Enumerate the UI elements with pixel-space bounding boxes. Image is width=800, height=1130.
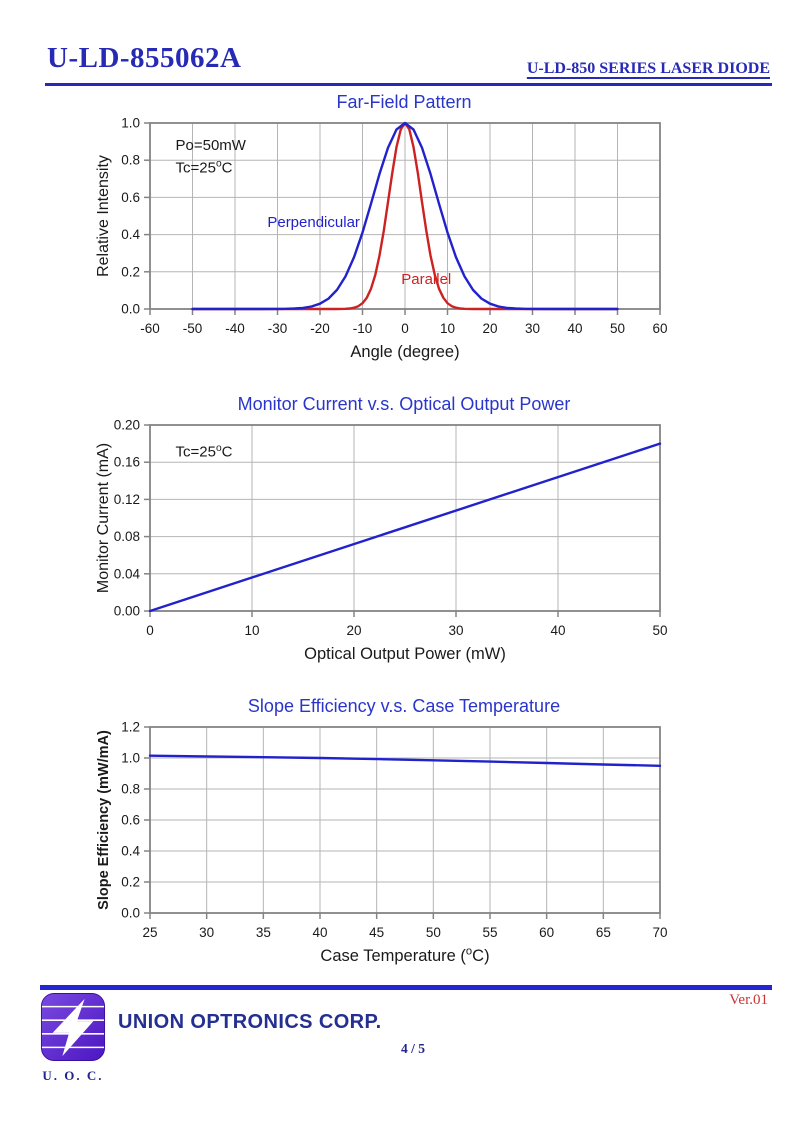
slope-efficiency-chart-title: Slope Efficiency v.s. Case Temperature bbox=[247, 696, 561, 716]
far-field-plot: -60 -50 -40 -30 -20 -10 0 10 20 30 40 50 60 0.0 0.2 0.4… bbox=[95, 116, 668, 362]
monitor-current-chart: Monitor Current v.s. Optical Output Powe… bbox=[86, 392, 722, 672]
company-logo: U. O. C. bbox=[38, 992, 108, 1084]
svg-text:40: 40 bbox=[312, 925, 327, 940]
svg-text:30: 30 bbox=[199, 925, 214, 940]
svg-text:-30: -30 bbox=[268, 321, 288, 336]
lightning-bolt-icon bbox=[40, 993, 106, 1061]
version-label: Ver.01 bbox=[729, 992, 768, 1008]
svg-text:40: 40 bbox=[567, 321, 582, 336]
svg-text:20: 20 bbox=[346, 623, 361, 638]
svg-text:50: 50 bbox=[426, 925, 441, 940]
svg-text:Angle (degree): Angle (degree) bbox=[350, 343, 459, 361]
svg-text:Po=50mW: Po=50mW bbox=[176, 137, 247, 154]
svg-text:50: 50 bbox=[652, 623, 667, 638]
svg-text:-40: -40 bbox=[225, 321, 245, 336]
svg-text:Optical Output Power (mW): Optical Output Power (mW) bbox=[304, 645, 506, 663]
svg-text:1.2: 1.2 bbox=[121, 720, 140, 735]
svg-text:20: 20 bbox=[482, 321, 497, 336]
product-code-title: U-LD-855062A bbox=[47, 42, 242, 74]
svg-text:Parallel: Parallel bbox=[401, 271, 451, 288]
svg-text:0.4: 0.4 bbox=[121, 844, 140, 859]
far-field-pattern-chart: Far-Field Pattern -60 -50 -40 -30 -20 -10 0 10 2… bbox=[86, 90, 722, 370]
svg-text:60: 60 bbox=[539, 925, 554, 940]
svg-text:30: 30 bbox=[525, 321, 540, 336]
svg-text:0.20: 0.20 bbox=[114, 418, 140, 433]
svg-text:0.12: 0.12 bbox=[114, 492, 140, 507]
svg-text:-60: -60 bbox=[140, 321, 160, 336]
svg-text:0.08: 0.08 bbox=[114, 529, 140, 544]
svg-text:45: 45 bbox=[369, 925, 384, 940]
svg-text:Case Temperature (oC): Case Temperature (oC) bbox=[320, 946, 489, 965]
svg-text:70: 70 bbox=[652, 925, 667, 940]
svg-text:Monitor Current (mA): Monitor Current (mA) bbox=[95, 443, 112, 593]
svg-text:0.8: 0.8 bbox=[121, 782, 140, 797]
slope-efficiency-plot: 25 30 35 40 45 50 55 60 65 70 0.0 0.2 0.4 0.6 0.8 1.0 1.… bbox=[96, 720, 668, 966]
logo-caption: U. O. C. bbox=[42, 1068, 104, 1083]
slope-efficiency-chart: Slope Efficiency v.s. Case Temperature 2… bbox=[86, 694, 722, 974]
svg-text:0.6: 0.6 bbox=[121, 190, 140, 205]
series-title: U-LD-850 SERIES LASER DIODE bbox=[526, 60, 770, 77]
svg-text:0.0: 0.0 bbox=[121, 906, 140, 921]
svg-text:Tc=25oC: Tc=25oC bbox=[176, 443, 233, 461]
svg-text:-10: -10 bbox=[353, 321, 373, 336]
monitor-current-plot: 0 10 20 30 40 50 0.00 0.04 0.08 0.12 0.16 0.20 Optic… bbox=[95, 418, 668, 664]
svg-text:30: 30 bbox=[448, 623, 463, 638]
svg-text:40: 40 bbox=[550, 623, 565, 638]
svg-text:50: 50 bbox=[610, 321, 625, 336]
svg-text:35: 35 bbox=[256, 925, 271, 940]
page-number: 4 / 5 bbox=[400, 1041, 425, 1056]
svg-text:0: 0 bbox=[146, 623, 154, 638]
svg-text:Tc=25oC: Tc=25oC bbox=[176, 159, 233, 177]
svg-text:-20: -20 bbox=[310, 321, 330, 336]
svg-text:1.0: 1.0 bbox=[121, 751, 140, 766]
svg-text:0.6: 0.6 bbox=[121, 813, 140, 828]
svg-text:60: 60 bbox=[652, 321, 667, 336]
svg-text:Slope Efficiency (mW/mA): Slope Efficiency (mW/mA) bbox=[96, 730, 112, 910]
svg-text:25: 25 bbox=[142, 925, 157, 940]
svg-text:0.4: 0.4 bbox=[121, 227, 140, 242]
monitor-current-chart-title: Monitor Current v.s. Optical Output Powe… bbox=[237, 394, 571, 414]
svg-text:Relative Intensity: Relative Intensity bbox=[95, 155, 112, 277]
svg-text:10: 10 bbox=[244, 623, 259, 638]
header-rule bbox=[45, 83, 772, 86]
svg-text:0: 0 bbox=[401, 321, 409, 336]
svg-text:0.0: 0.0 bbox=[121, 302, 140, 317]
svg-text:0.2: 0.2 bbox=[121, 875, 140, 890]
svg-text:65: 65 bbox=[596, 925, 611, 940]
svg-text:0.16: 0.16 bbox=[114, 455, 140, 470]
svg-text:1.0: 1.0 bbox=[121, 116, 140, 131]
svg-text:0.8: 0.8 bbox=[121, 153, 140, 168]
svg-text:10: 10 bbox=[440, 321, 455, 336]
far-field-chart-title: Far-Field Pattern bbox=[336, 92, 472, 112]
svg-text:0.04: 0.04 bbox=[114, 566, 141, 581]
footer-divider-bar bbox=[40, 985, 772, 990]
svg-text:0.00: 0.00 bbox=[114, 604, 140, 619]
svg-text:-50: -50 bbox=[183, 321, 203, 336]
svg-text:55: 55 bbox=[482, 925, 497, 940]
svg-text:0.2: 0.2 bbox=[121, 264, 140, 279]
company-name: UNION OPTRONICS CORP. bbox=[118, 1011, 382, 1033]
svg-text:Perpendicular: Perpendicular bbox=[267, 214, 360, 231]
